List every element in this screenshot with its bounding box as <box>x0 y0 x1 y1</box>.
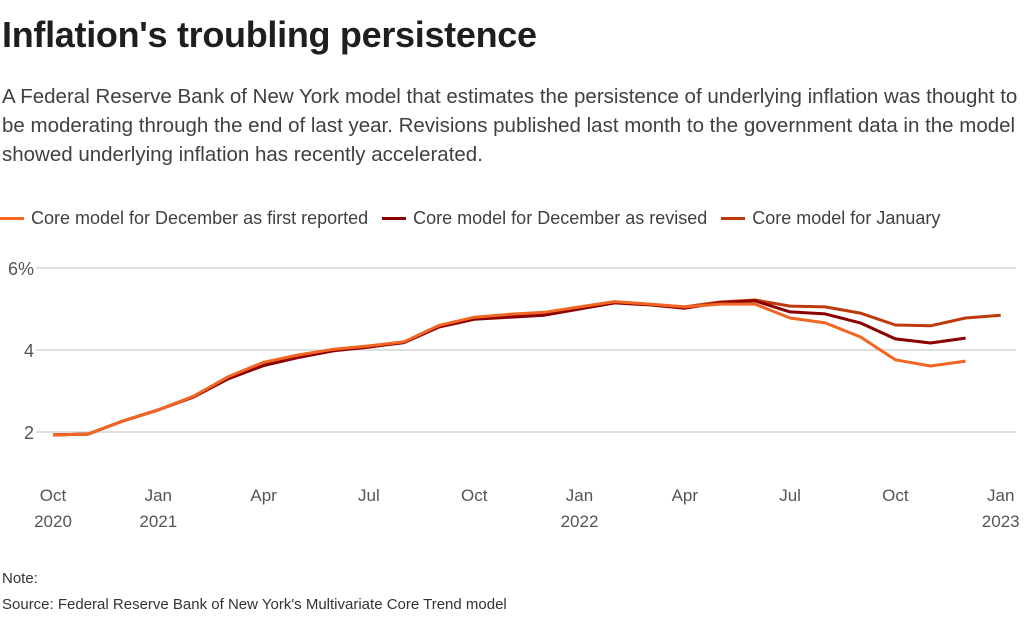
series-lines <box>52 298 1001 437</box>
x-tick-month: Oct <box>882 486 909 505</box>
series-line-january <box>52 298 1001 437</box>
series-line-first-reported <box>52 300 966 437</box>
y-tick-label: 4 <box>24 341 34 361</box>
x-tick-month: Apr <box>250 486 277 505</box>
x-tick-year: 2021 <box>139 512 177 531</box>
legend-label-revised: Core model for December as revised <box>413 207 708 228</box>
x-tick-year: 2022 <box>561 512 599 531</box>
gridlines <box>36 267 1016 433</box>
chart-subtitle: A Federal Reserve Bank of New York model… <box>2 85 1018 166</box>
y-axis-labels: 2 4 6% <box>8 259 34 443</box>
x-tick-month: Jan <box>987 486 1014 505</box>
x-tick-year: 2020 <box>34 512 72 531</box>
x-tick-year: 2023 <box>982 512 1020 531</box>
source-note: Source: Federal Reserve Bank of New York… <box>2 596 507 613</box>
x-tick-month: Jul <box>358 486 380 505</box>
legend-item-revised: Core model for December as revised <box>382 208 707 229</box>
legend-item-january: Core model for January <box>721 208 940 229</box>
x-tick-month: Jan <box>566 486 593 505</box>
legend-swatch-january <box>721 216 746 220</box>
x-tick-month: Jan <box>145 486 172 505</box>
x-tick-month: Jul <box>779 486 801 505</box>
legend-swatch-first-reported <box>0 216 24 220</box>
legend-label-first-reported: Core model for December as first reporte… <box>31 207 369 228</box>
legend-item-first-reported: Core model for December as first reporte… <box>0 208 368 229</box>
line-chart: 2 4 6% Oct 2020 Jan 2021 Apr Jul Oct Jan 2022 Apr Ju… <box>8 259 1020 531</box>
y-tick-label: 2 <box>24 423 34 443</box>
legend-swatch-revised <box>382 216 407 220</box>
chart-title: Inflation's troubling persistence <box>2 14 537 55</box>
x-axis-labels: Oct 2020 Jan 2021 Apr Jul Oct Jan 2022 Apr Jul Oct J… <box>34 486 1020 531</box>
footnote: Note: <box>2 570 38 587</box>
series-line-revised <box>52 299 966 437</box>
x-tick-month: Apr <box>672 486 699 505</box>
x-tick-month: Oct <box>461 486 488 505</box>
legend: Core model for December as first reporte… <box>0 206 954 230</box>
legend-label-january: Core model for January <box>752 207 941 228</box>
x-tick-month: Oct <box>40 486 67 505</box>
y-tick-label: 6% <box>8 259 34 279</box>
